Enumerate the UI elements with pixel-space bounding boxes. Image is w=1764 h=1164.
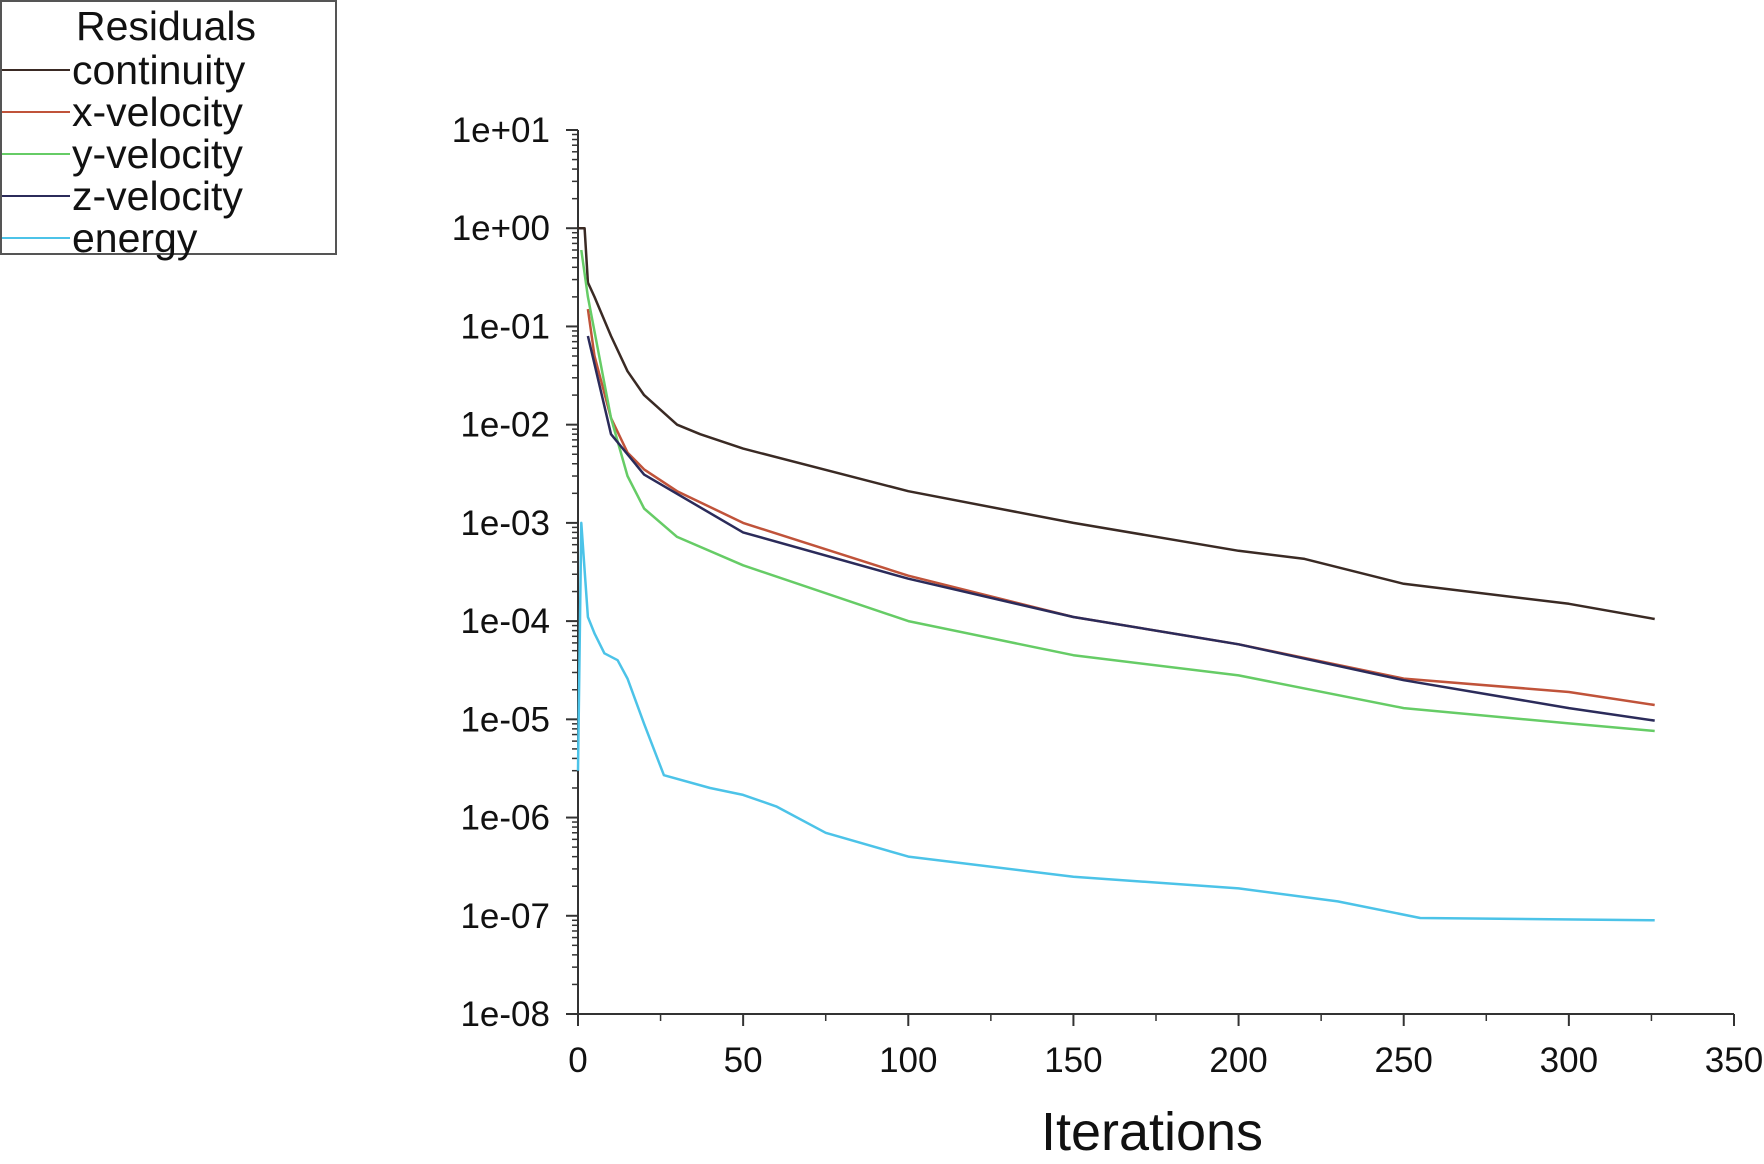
x-tick-label: 50 <box>724 1041 763 1080</box>
y-tick-label: 1e-02 <box>460 406 550 445</box>
x-tick-label: 350 <box>1705 1041 1763 1080</box>
x-tick-label: 0 <box>568 1041 587 1080</box>
y-tick-label: 1e-06 <box>460 799 550 838</box>
legend-title: Residuals <box>76 3 256 49</box>
y-tick-label: 1e-07 <box>460 897 550 936</box>
series-line-continuity <box>578 226 1655 621</box>
legend-label-energy: energy <box>72 215 198 261</box>
series-line-z-velocity <box>586 335 1655 722</box>
legend-label-z-velocity: z-velocity <box>72 173 243 219</box>
y-tick-label: 1e+00 <box>452 209 550 248</box>
x-tick-label: 250 <box>1375 1041 1433 1080</box>
x-tick-label: 150 <box>1044 1041 1102 1080</box>
series-line-x-velocity <box>586 308 1655 707</box>
legend: Residuals continuityx-velocityy-velocity… <box>0 0 337 261</box>
legend-box <box>0 0 337 255</box>
y-tick-label: 1e-01 <box>460 307 550 346</box>
legend-label-continuity: continuity <box>72 47 246 93</box>
series-line-y-velocity <box>580 249 1655 733</box>
series-line-energy <box>576 521 1655 922</box>
x-tick-label: 300 <box>1540 1041 1598 1080</box>
y-tick-label: 1e-04 <box>460 602 550 641</box>
legend-label-x-velocity: x-velocity <box>72 89 243 135</box>
x-tick-label: 200 <box>1209 1041 1267 1080</box>
x-axis-label: Iterations <box>1041 1102 1263 1162</box>
y-tick-label: 1e+01 <box>452 111 550 150</box>
axes: 1e+01 1e+00 1e-01 1e-02 1e-03 1e-04 1e-05 1e-06… <box>452 111 1764 1080</box>
y-tick-label: 1e-03 <box>460 504 550 543</box>
series-lines <box>576 226 1655 922</box>
y-tick-label: 1e-08 <box>460 995 550 1034</box>
x-tick-label: 100 <box>879 1041 937 1080</box>
legend-label-y-velocity: y-velocity <box>72 131 243 177</box>
y-tick-label: 1e-05 <box>460 700 550 739</box>
